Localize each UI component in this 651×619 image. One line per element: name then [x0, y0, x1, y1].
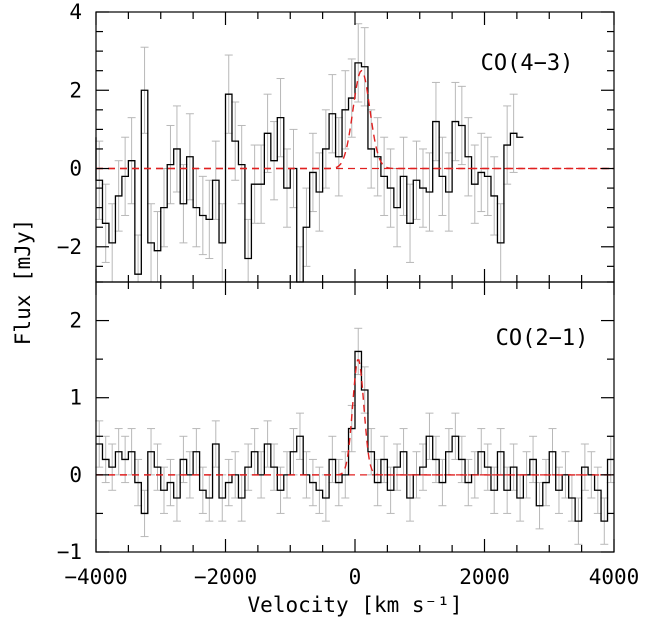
x-axis-label: Velocity [km s⁻¹] — [248, 593, 463, 617]
top-panel-spectrum-steps — [95, 62, 524, 283]
bottom-panel-gaussian-fit — [96, 359, 614, 476]
x-tick-label: 2000 — [459, 565, 510, 589]
top-panel-gaussian-fit — [96, 69, 614, 170]
y-tick-label: 2 — [69, 78, 82, 102]
x-tick-label: 0 — [349, 565, 362, 589]
y-tick-label: 0 — [69, 463, 82, 487]
x-tick-label: −4000 — [64, 565, 127, 589]
y-tick-label: 0 — [69, 157, 82, 181]
top-panel-ticks: −2 0 2 4 — [57, 0, 615, 282]
top-panel: −2 0 2 4 CO(4−3) — [57, 0, 615, 283]
y-tick-label: −1 — [57, 540, 82, 564]
bottom-panel: −1 0 1 2 −4000 −2000 0 2000 4000 CO(2−1) — [57, 281, 640, 589]
y-tick-label: 4 — [69, 0, 82, 24]
y-tick-label: 2 — [69, 309, 82, 333]
top-panel-line-label: CO(4−3) — [481, 51, 574, 76]
x-tick-label: −2000 — [194, 565, 257, 589]
y-axis-label: Flux [mJy] — [11, 219, 35, 345]
y-tick-label: 1 — [69, 386, 82, 410]
top-panel-errorbars — [95, 23, 518, 283]
x-tick-label: 4000 — [589, 565, 640, 589]
y-tick-label: −2 — [57, 235, 82, 259]
bottom-panel-ticks: −1 0 1 2 −4000 −2000 0 2000 4000 — [57, 281, 640, 589]
bottom-panel-line-label: CO(2−1) — [496, 326, 589, 351]
